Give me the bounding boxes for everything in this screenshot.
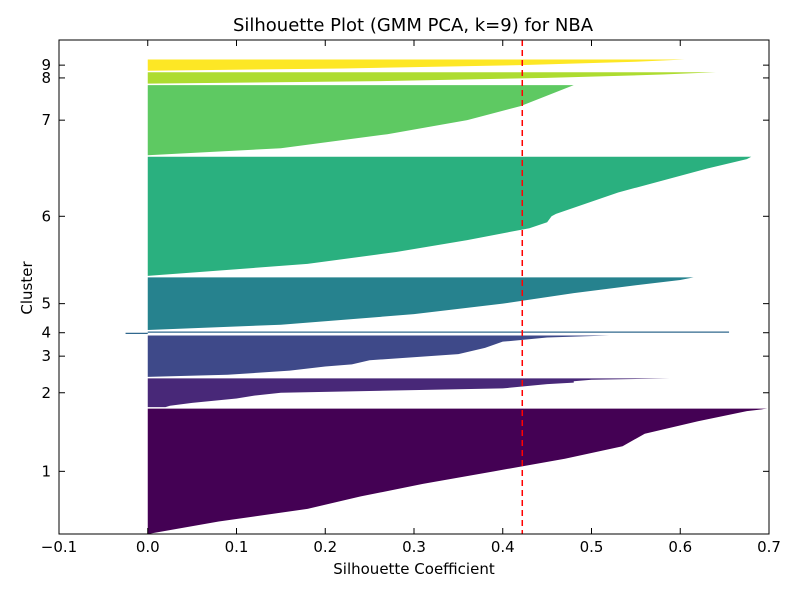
x-tick-label: 0.6	[668, 538, 692, 556]
x-axis-title: Silhouette Coefficient	[333, 560, 495, 578]
cluster-1-silhouette	[147, 408, 768, 534]
x-tick-label: 0.3	[402, 538, 426, 556]
x-tick-label: 0.5	[580, 538, 604, 556]
x-tick-label: −0.1	[41, 538, 77, 556]
x-tick-label: 0.2	[313, 538, 337, 556]
x-tick-label: 0.4	[491, 538, 515, 556]
cluster-3-silhouette	[147, 335, 610, 377]
cluster-5-silhouette	[147, 277, 694, 330]
cluster-6-silhouette	[147, 156, 752, 276]
y-tick-label-cluster-3: 3	[41, 347, 51, 365]
x-axis: −0.1 0.0 0.1 0.2 0.3 0.4 0.5 0.6 0.7	[41, 40, 781, 556]
cluster-2-silhouette	[147, 378, 670, 408]
y-tick-label-cluster-5: 5	[41, 295, 51, 313]
y-tick-label-cluster-1: 1	[41, 462, 51, 480]
y-tick-label-cluster-6: 6	[41, 207, 51, 225]
x-tick-label: 0.7	[757, 538, 781, 556]
cluster-8-silhouette	[147, 72, 716, 84]
y-axis: 1 2 3 4 5 6 7 89	[41, 56, 769, 480]
cluster-7-silhouette	[147, 85, 574, 156]
y-tick-label-cluster-2: 2	[41, 384, 51, 402]
x-tick-label: 0.0	[136, 538, 160, 556]
cluster-9-silhouette	[147, 59, 685, 71]
y-axis-title: Cluster	[18, 261, 36, 315]
y-tick-label-cluster-7: 7	[41, 111, 51, 129]
chart-title: Silhouette Plot (GMM PCA, k=9) for NBA	[233, 15, 594, 36]
x-tick-label: 0.1	[225, 538, 249, 556]
plot-area	[125, 40, 768, 534]
y-tick-label-cluster-9: 9	[41, 56, 51, 74]
cluster-4-silhouette	[125, 331, 730, 334]
y-tick-label-cluster-8: 8	[41, 69, 51, 87]
y-tick-label-cluster-4: 4	[41, 324, 51, 342]
